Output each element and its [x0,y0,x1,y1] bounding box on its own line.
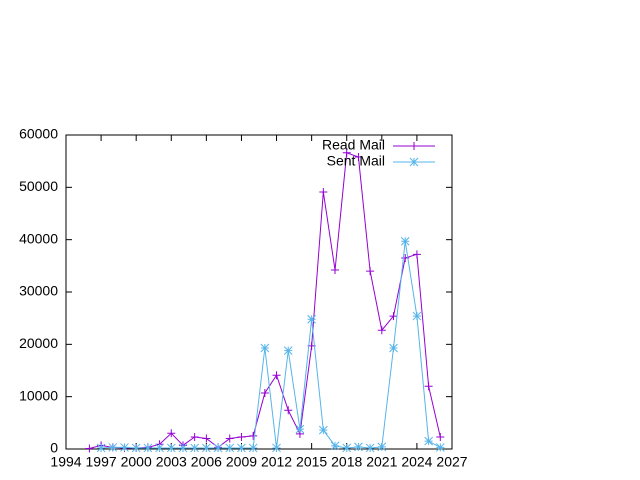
point-marker [331,266,340,275]
point-marker [319,188,328,197]
y-tick-label: 60000 [19,126,58,142]
point-marker [307,314,316,324]
x-tick-label: 1994 [50,454,81,470]
x-tick-label: 2006 [191,454,222,470]
point-marker [400,236,410,246]
series-line [89,152,441,449]
point-marker [284,406,293,415]
y-tick-label: 10000 [19,387,58,403]
point-marker [295,424,305,434]
point-marker [365,443,375,453]
x-tick-label: 1997 [86,454,117,470]
point-marker [249,431,258,440]
point-marker [260,343,270,353]
y-tick-label: 0 [50,440,58,456]
point-marker [366,267,375,276]
point-marker [120,443,129,452]
point-marker [131,443,141,453]
point-marker [389,343,398,353]
point-marker [190,432,199,441]
point-marker [248,443,258,453]
point-marker [330,441,340,451]
x-tick-label: 2003 [156,454,187,470]
point-marker [424,436,433,446]
point-marker [237,432,246,441]
y-tick-label: 30000 [19,283,58,299]
point-marker [377,326,386,335]
y-tick-label: 40000 [19,230,58,246]
point-marker [213,443,223,453]
x-tick-label: 2018 [331,454,362,470]
point-marker [354,442,363,452]
point-marker [225,434,234,443]
point-marker [342,148,351,157]
x-tick-label: 2015 [296,454,327,470]
point-marker [108,443,118,452]
point-marker [178,443,188,453]
point-marker [166,443,176,453]
point-marker [143,443,153,453]
point-marker [377,442,387,452]
x-tick-label: 2000 [121,454,152,470]
y-tick-label: 20000 [19,335,58,351]
x-tick-label: 2027 [436,454,467,470]
point-marker [167,429,176,438]
point-marker [436,432,445,441]
point-marker [202,434,211,443]
point-marker [318,425,328,435]
x-tick-label: 2024 [401,454,432,470]
point-marker [342,443,352,453]
point-marker [237,443,246,453]
point-marker [155,443,164,453]
point-marker [202,443,211,453]
point-marker [225,443,235,453]
point-marker [412,311,422,321]
legend-label: Read Mail [322,137,385,153]
point-marker [272,371,281,380]
legend-marker [409,157,419,167]
y-tick-label: 50000 [19,178,58,194]
legend-label: Sent Mail [327,153,385,169]
x-tick-label: 2021 [366,454,397,470]
point-marker [354,152,363,161]
point-marker [96,443,106,453]
point-marker [412,250,421,259]
point-marker [272,443,281,453]
point-marker [190,443,200,453]
point-marker [389,312,398,321]
point-marker [85,444,94,453]
legend-marker [410,142,418,150]
point-marker [283,346,293,355]
x-tick-label: 2009 [226,454,257,470]
point-marker [260,389,269,398]
x-tick-label: 2012 [261,454,292,470]
point-marker [435,443,445,452]
point-marker [424,382,433,391]
